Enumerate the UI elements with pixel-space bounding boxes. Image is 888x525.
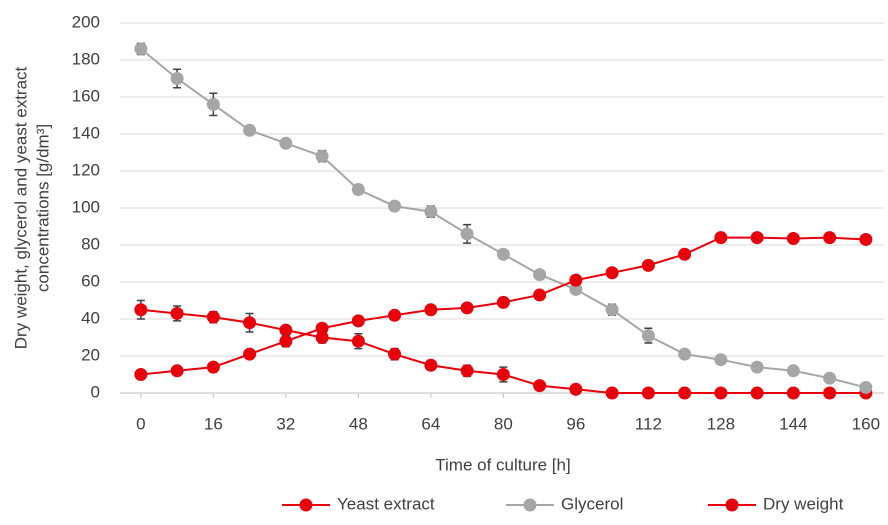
data-point: [605, 266, 619, 280]
data-point: [460, 301, 474, 315]
data-point: [823, 371, 837, 385]
data-point: [206, 360, 220, 374]
data-point: [424, 205, 438, 219]
data-point: [134, 368, 148, 381]
data-point: [134, 303, 148, 317]
y-tick-label: 80: [81, 234, 100, 253]
data-point: [533, 268, 547, 282]
data-point: [533, 288, 547, 302]
data-point: [424, 358, 438, 372]
data-point: [351, 314, 365, 328]
data-point: [460, 227, 474, 241]
x-tick-label: 16: [204, 414, 223, 433]
data-point: [823, 231, 837, 245]
legend-marker: [725, 498, 739, 512]
data-point: [315, 321, 329, 335]
data-point: [678, 247, 692, 261]
data-point: [750, 360, 764, 374]
x-tick-label: 128: [707, 414, 735, 433]
data-point: [315, 149, 329, 163]
data-point: [460, 364, 474, 378]
data-point: [569, 273, 583, 287]
data-point: [206, 310, 220, 324]
y-tick-label: 180: [72, 49, 100, 68]
y-tick-label: 40: [81, 308, 100, 327]
data-point: [714, 386, 728, 400]
data-point: [786, 386, 800, 400]
data-point: [315, 331, 329, 344]
data-point: [533, 379, 547, 393]
data-point: [678, 347, 692, 361]
data-point: [641, 386, 655, 400]
x-axis-label: Time of culture [h]: [435, 455, 570, 474]
data-point: [496, 368, 510, 381]
legend-marker: [523, 498, 537, 512]
y-tick-label: 20: [81, 345, 100, 364]
data-point: [786, 364, 800, 378]
data-point: [388, 347, 402, 361]
data-point: [641, 258, 655, 272]
data-point: [714, 231, 728, 245]
x-tick-label: 64: [421, 414, 440, 433]
x-tick-label: 160: [852, 414, 880, 433]
y-tick-label: 0: [91, 382, 100, 401]
y-tick-label: 120: [72, 160, 100, 179]
legend-marker: [299, 498, 313, 512]
data-point: [279, 136, 293, 150]
data-point: [351, 334, 365, 348]
data-point: [823, 386, 837, 400]
data-point: [496, 247, 510, 261]
data-point: [859, 232, 873, 246]
data-point: [351, 183, 365, 196]
data-point: [206, 97, 220, 111]
data-point: [678, 386, 692, 400]
data-point: [859, 380, 873, 394]
x-tick-label: 0: [136, 414, 145, 433]
x-tick-label: 112: [635, 414, 662, 433]
data-point: [243, 347, 257, 361]
data-point: [786, 232, 800, 246]
data-point: [496, 295, 510, 309]
data-point: [243, 123, 257, 137]
data-point: [243, 316, 257, 330]
y-tick-label: 140: [72, 123, 100, 142]
data-point: [388, 199, 402, 213]
data-point: [605, 386, 619, 400]
y-tick-label: 160: [72, 86, 100, 105]
legend-label: Yeast extract: [337, 494, 435, 513]
y-axis-label: concentrations [g/dm³]: [33, 124, 52, 292]
data-point: [569, 382, 583, 396]
data-point: [279, 323, 293, 337]
y-tick-label: 60: [81, 271, 100, 290]
data-point: [569, 282, 583, 296]
y-tick-label: 200: [72, 12, 100, 31]
legend-label: Glycerol: [561, 494, 623, 513]
x-tick-label: 96: [566, 414, 585, 433]
x-tick-label: 80: [494, 414, 513, 433]
data-point: [750, 231, 764, 245]
data-point: [134, 42, 148, 56]
data-point: [170, 364, 184, 378]
data-point: [424, 303, 438, 317]
data-point: [605, 303, 619, 317]
series-line: [140, 48, 867, 389]
data-point: [641, 329, 655, 343]
data-point: [279, 334, 293, 348]
data-point: [170, 306, 184, 320]
x-tick-label: 32: [276, 414, 295, 433]
y-axis-label: Dry weight, glycerol and yeast extract: [11, 66, 30, 349]
legend-label: Dry weight: [763, 494, 844, 513]
x-tick-label: 144: [779, 414, 807, 433]
y-tick-label: 100: [72, 197, 100, 216]
data-point: [750, 386, 764, 400]
data-point: [170, 72, 184, 85]
data-point: [714, 353, 728, 367]
data-point: [388, 308, 402, 322]
x-tick-label: 48: [349, 414, 368, 433]
